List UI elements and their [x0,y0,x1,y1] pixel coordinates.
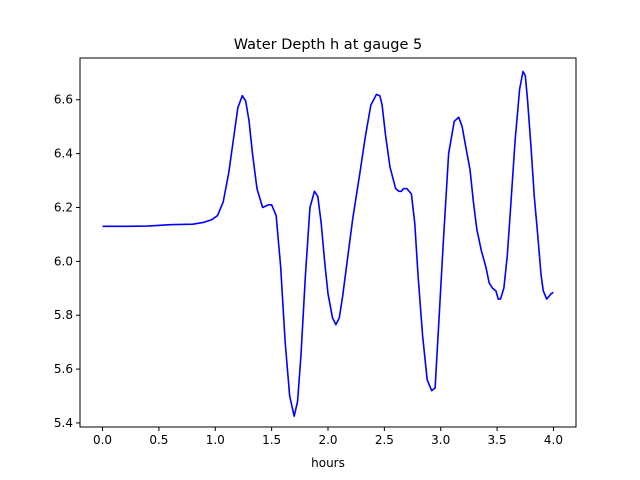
x-axis-label: hours [311,456,345,470]
y-tick-label: 6.0 [54,254,73,268]
y-tick-label: 6.2 [54,200,73,214]
x-tick-label: 0.0 [93,433,112,447]
x-tick-label: 1.5 [262,433,281,447]
x-tick-label: 2.0 [318,433,337,447]
y-tick-label: 5.6 [54,362,73,376]
y-tick-label: 5.4 [54,416,73,430]
series-line-0 [102,70,554,418]
y-tick-label: 6.6 [54,93,73,107]
x-tick-label: 0.5 [149,433,168,447]
x-tick-label: 3.0 [431,433,450,447]
x-tick-label: 1.0 [206,433,225,447]
y-tick-label: 6.4 [54,147,73,161]
x-tick-label: 2.5 [375,433,394,447]
y-tick-label: 5.8 [54,308,73,322]
plot-area: 0.0 0.5 1.0 1.5 2.0 2.5 3.0 3.5 4.0 5.4 5.6 5.8 6.0 6… [54,57,577,447]
x-tick-label: 3.5 [488,433,507,447]
chart-title: Water Depth h at gauge 5 [234,37,422,53]
x-tick-label: 4.0 [544,433,563,447]
